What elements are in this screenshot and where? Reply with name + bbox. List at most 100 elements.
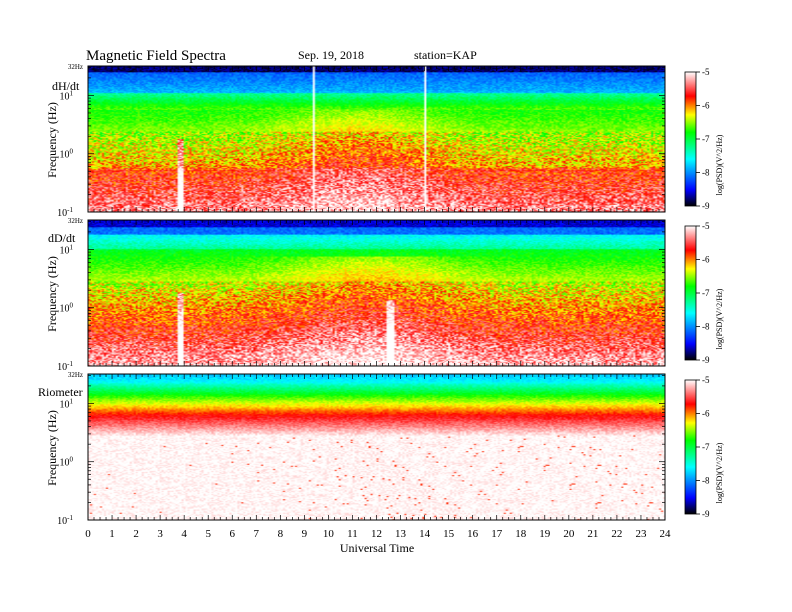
dddt-colorbar-label: log(PSD)(V^2/Hz) (715, 288, 724, 349)
x-tick-label: 22 (611, 528, 622, 540)
y-tick-base: 10 (57, 362, 67, 373)
riometer-ylabel: Frequency (Hz) (45, 410, 59, 486)
colorbar-tick-label: -6 (702, 409, 710, 419)
colorbar-tick-label: -7 (702, 134, 710, 144)
colorbar-tick-label: -8 (702, 322, 710, 332)
dddt-label: dD/dt (48, 231, 76, 245)
colorbar-tick-label: -5 (702, 221, 710, 231)
x-tick-label: 10 (323, 528, 335, 540)
x-tick-labels: 0 1 2 3 4 5 6 7 8 9 10 11 12 13 14 15 16 17 18 19 20 21 22 23 24 (85, 528, 671, 540)
colorbar-tick-label: -8 (702, 476, 710, 486)
y-tick-label: 101 (60, 89, 74, 102)
y-tick-label: 101 (60, 243, 74, 256)
dhdt-label: dH/dt (52, 79, 80, 93)
x-tick-label: 4 (181, 528, 187, 540)
x-tick-label: 24 (660, 528, 672, 540)
x-tick-label: 6 (230, 528, 236, 540)
date-label: Sep. 19, 2018 (298, 48, 364, 62)
x-tick-label: 23 (635, 528, 647, 540)
y-tick-base: 10 (57, 516, 67, 527)
dhdt-top-label: 32Hz (68, 63, 83, 71)
colorbar-tick-label: -7 (702, 442, 710, 452)
x-tick-label: 0 (85, 528, 91, 540)
riometer-colorbar (684, 379, 697, 515)
x-tick-label: 1 (109, 528, 115, 540)
y-tick-label: 100 (60, 456, 74, 469)
colorbar-tick-label: -6 (702, 255, 710, 265)
x-tick-label: 19 (539, 528, 551, 540)
riometer-top-label: 32Hz (68, 371, 83, 379)
y-tick-exp: 0 (70, 148, 74, 156)
y-tick-exp: 1 (70, 89, 74, 97)
x-tick-label: 14 (419, 528, 431, 540)
y-tick-base: 10 (60, 458, 70, 469)
riometer-label: Riometer (38, 385, 83, 399)
y-tick-label: 10-1 (57, 206, 73, 219)
colorbar-tick-label: -8 (702, 168, 710, 178)
colorbar-tick-label: -9 (702, 355, 710, 365)
dhdt-ylabel: Frequency (Hz) (45, 102, 59, 178)
x-tick-label: 11 (347, 528, 358, 540)
y-tick-label: 100 (60, 302, 74, 315)
riometer-spectrogram (88, 374, 665, 520)
y-tick-exp: 0 (70, 302, 74, 310)
y-tick-label: 10-1 (57, 514, 73, 527)
y-tick-base: 10 (60, 150, 70, 161)
y-tick-exp: -1 (67, 206, 73, 214)
x-axis-label: Universal Time (340, 541, 414, 555)
dddt-colorbar (684, 225, 697, 361)
dddt-top-label: 32Hz (68, 217, 83, 225)
x-tick-label: 8 (278, 528, 284, 540)
y-tick-label: 100 (60, 148, 74, 161)
station-label: station=KAP (414, 48, 477, 62)
y-tick-label: 101 (60, 397, 74, 410)
colorbar-tick-label: -9 (702, 201, 710, 211)
dddt-ticks (87, 220, 666, 367)
y-tick-exp: -1 (67, 360, 73, 368)
dhdt-spectrogram (88, 66, 665, 212)
x-tick-label: 5 (205, 528, 211, 540)
x-tick-label: 18 (515, 528, 527, 540)
colorbar-tick-label: -7 (702, 288, 710, 298)
x-tick-label: 16 (467, 528, 479, 540)
x-tick-label: 2 (133, 528, 139, 540)
chart-title: Magnetic Field Spectra (86, 48, 226, 64)
y-tick-label: 10-1 (57, 360, 73, 373)
y-tick-base: 10 (60, 399, 70, 410)
x-tick-label: 17 (491, 528, 503, 540)
x-tick-label: 21 (587, 528, 598, 540)
x-tick-label: 9 (302, 528, 308, 540)
y-tick-exp: 1 (70, 243, 74, 251)
riometer-ticks (87, 374, 666, 521)
dhdt-colorbar (684, 71, 697, 207)
riometer-colorbar-label: log(PSD)(V^2/Hz) (715, 442, 724, 503)
dhdt-colorbar-label: log(PSD)(V^2/Hz) (715, 134, 724, 195)
x-tick-label: 15 (443, 528, 455, 540)
y-tick-base: 10 (60, 304, 70, 315)
y-tick-exp: 1 (70, 397, 74, 405)
colorbar-tick-label: -5 (702, 67, 710, 77)
x-tick-label: 13 (395, 528, 407, 540)
colorbar-tick-label: -6 (702, 101, 710, 111)
x-tick-label: 12 (371, 528, 382, 540)
x-tick-label: 7 (254, 528, 260, 540)
x-tick-label: 3 (157, 528, 163, 540)
dddt-ylabel: Frequency (Hz) (45, 256, 59, 332)
colorbar-tick-label: -5 (702, 375, 710, 385)
dddt-colorbar-ticks: -5 -6 -7 -8 -9 (696, 221, 710, 365)
dhdt-colorbar-ticks: -5 -6 -7 -8 -9 (696, 67, 710, 211)
y-tick-exp: 0 (70, 456, 74, 464)
x-tick-label: 20 (563, 528, 575, 540)
colorbar-tick-label: -9 (702, 509, 710, 519)
y-tick-exp: -1 (67, 514, 73, 522)
dhdt-ticks (87, 66, 666, 213)
y-tick-base: 10 (60, 245, 70, 256)
dddt-spectrogram (88, 220, 665, 366)
y-tick-base: 10 (57, 208, 67, 219)
